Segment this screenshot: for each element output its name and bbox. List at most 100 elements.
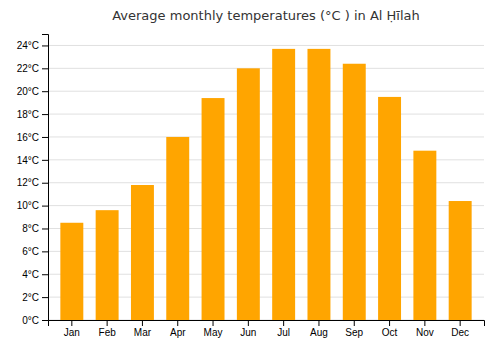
grid-line	[48, 68, 484, 69]
y-tick-mark	[42, 274, 48, 275]
y-tick-label: 0°C	[22, 315, 39, 326]
y-tick-mark	[42, 114, 48, 115]
y-tick-mark	[42, 183, 48, 184]
x-tick-label: Mar	[134, 327, 152, 338]
grid-line	[48, 114, 484, 115]
grid-line	[48, 91, 484, 92]
y-axis: 0°C 2°C 4°C 6°C 8°C 10°C 12°C 14°C 16°C 18°C 20°C 2…	[17, 35, 49, 326]
grid-line	[48, 45, 484, 46]
x-tick: Jul	[277, 320, 290, 338]
y-tick: 16°C	[17, 132, 48, 143]
x-tick-mark	[142, 320, 143, 326]
x-tick-mark	[318, 320, 319, 326]
bar	[378, 97, 401, 320]
y-tick-label: 10°C	[17, 200, 39, 211]
x-tick-label: Jul	[277, 327, 290, 338]
y-tick-mark	[42, 45, 48, 46]
y-axis-line	[42, 35, 49, 321]
bar	[60, 223, 83, 320]
x-axis: Jan Feb Mar Apr May Jun Jul Aug Sep Oct Nov Dec	[49, 320, 485, 338]
x-tick-mark	[424, 320, 425, 326]
bar	[413, 151, 436, 320]
bar	[237, 68, 260, 320]
y-tick: 22°C	[17, 63, 48, 74]
y-tick-mark	[42, 320, 48, 321]
x-tick: Nov	[416, 320, 434, 338]
bar	[449, 201, 472, 320]
x-axis-line	[49, 321, 485, 327]
y-tick-mark	[42, 91, 48, 92]
x-tick-mark	[460, 320, 461, 326]
plot-area	[60, 49, 471, 320]
y-tick-label: 2°C	[22, 292, 39, 303]
x-tick: Sep	[345, 320, 363, 338]
y-tick-label: 14°C	[17, 155, 39, 166]
x-tick-mark	[213, 320, 214, 326]
grid-line	[48, 136, 484, 137]
bar	[307, 49, 330, 320]
x-tick-mark	[71, 320, 72, 326]
chart: 0°C 2°C 4°C 6°C 8°C 10°C 12°C 14°C 16°C 18°C 20°C 2…	[0, 0, 500, 350]
y-tick: 14°C	[17, 155, 48, 166]
y-tick-label: 12°C	[17, 177, 39, 188]
y-tick-label: 4°C	[22, 269, 39, 280]
x-tick-label: Aug	[310, 327, 328, 338]
y-tick-label: 16°C	[17, 132, 39, 143]
x-tick-label: May	[204, 327, 223, 338]
x-tick: Apr	[170, 320, 186, 338]
y-tick-mark	[42, 251, 48, 252]
x-tick-label: Apr	[170, 327, 186, 338]
y-tick-mark	[42, 228, 48, 229]
x-tick-mark	[107, 320, 108, 326]
y-tick-label: 18°C	[17, 109, 39, 120]
title: Average monthly temperatures (°C ) in Al…	[112, 8, 420, 23]
y-tick: 10°C	[17, 200, 48, 211]
x-tick-mark	[248, 320, 249, 326]
x-tick-label: Jan	[64, 327, 80, 338]
x-tick-mark	[177, 320, 178, 326]
x-tick-mark	[283, 320, 284, 326]
y-tick: 0°C	[22, 315, 48, 326]
x-tick: Feb	[99, 320, 117, 338]
y-tick: 8°C	[22, 223, 48, 234]
y-tick: 6°C	[22, 246, 48, 257]
x-tick: Mar	[134, 320, 152, 338]
grid	[48, 45, 484, 320]
y-tick-label: 6°C	[22, 246, 39, 257]
x-tick-label: Feb	[99, 327, 117, 338]
x-tick: Jun	[240, 320, 256, 338]
x-tick-label: Sep	[345, 327, 363, 338]
bar	[272, 49, 295, 320]
y-tick-mark	[42, 68, 48, 69]
x-tick: Oct	[382, 320, 398, 338]
bar	[96, 210, 119, 320]
bar	[166, 137, 189, 320]
y-tick: 20°C	[17, 86, 48, 97]
y-tick-mark	[42, 160, 48, 161]
x-tick-label: Jun	[240, 327, 256, 338]
x-tick: May	[204, 320, 223, 338]
x-tick-label: Dec	[451, 327, 469, 338]
y-tick: 12°C	[17, 177, 48, 188]
x-tick-label: Oct	[382, 327, 398, 338]
bar	[202, 98, 225, 320]
x-tick-mark	[389, 320, 390, 326]
x-tick: Aug	[310, 320, 328, 338]
y-tick: 24°C	[17, 40, 48, 51]
x-tick: Jan	[64, 320, 80, 338]
bar	[131, 185, 154, 320]
y-tick-mark	[42, 137, 48, 138]
y-tick-label: 20°C	[17, 86, 39, 97]
y-tick: 2°C	[22, 292, 48, 303]
y-tick-mark	[42, 297, 48, 298]
y-tick: 18°C	[17, 109, 48, 120]
bar	[343, 64, 366, 320]
y-tick-mark	[42, 206, 48, 207]
y-tick-label: 24°C	[17, 40, 39, 51]
x-tick: Dec	[451, 320, 469, 338]
x-tick-label: Nov	[416, 327, 434, 338]
y-tick-label: 22°C	[17, 63, 39, 74]
y-tick-label: 8°C	[22, 223, 39, 234]
y-tick: 4°C	[22, 269, 48, 280]
x-tick-mark	[354, 320, 355, 326]
